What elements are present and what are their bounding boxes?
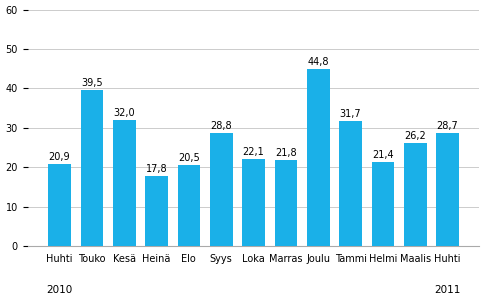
Bar bbox=[210, 133, 232, 246]
Bar bbox=[371, 162, 393, 246]
Bar bbox=[338, 121, 361, 246]
Bar bbox=[113, 120, 135, 246]
Bar bbox=[436, 133, 458, 246]
Bar bbox=[80, 90, 103, 246]
Text: 28,7: 28,7 bbox=[436, 121, 457, 131]
Text: 17,8: 17,8 bbox=[145, 164, 167, 174]
Text: 2011: 2011 bbox=[434, 285, 460, 295]
Text: 28,8: 28,8 bbox=[210, 121, 231, 130]
Text: 2010: 2010 bbox=[46, 285, 73, 295]
Text: 21,8: 21,8 bbox=[274, 148, 296, 158]
Text: 31,7: 31,7 bbox=[339, 109, 361, 119]
Text: 20,5: 20,5 bbox=[178, 153, 199, 163]
Bar bbox=[403, 143, 426, 246]
Bar bbox=[177, 165, 200, 246]
Text: 44,8: 44,8 bbox=[307, 58, 328, 68]
Bar bbox=[242, 159, 264, 246]
Bar bbox=[274, 160, 297, 246]
Bar bbox=[48, 164, 71, 246]
Text: 20,9: 20,9 bbox=[48, 152, 70, 162]
Text: 32,0: 32,0 bbox=[113, 108, 135, 118]
Bar bbox=[145, 176, 167, 246]
Text: 22,1: 22,1 bbox=[242, 147, 264, 157]
Bar bbox=[306, 70, 329, 246]
Text: 21,4: 21,4 bbox=[371, 150, 393, 160]
Text: 39,5: 39,5 bbox=[81, 78, 103, 88]
Text: 26,2: 26,2 bbox=[404, 131, 425, 141]
